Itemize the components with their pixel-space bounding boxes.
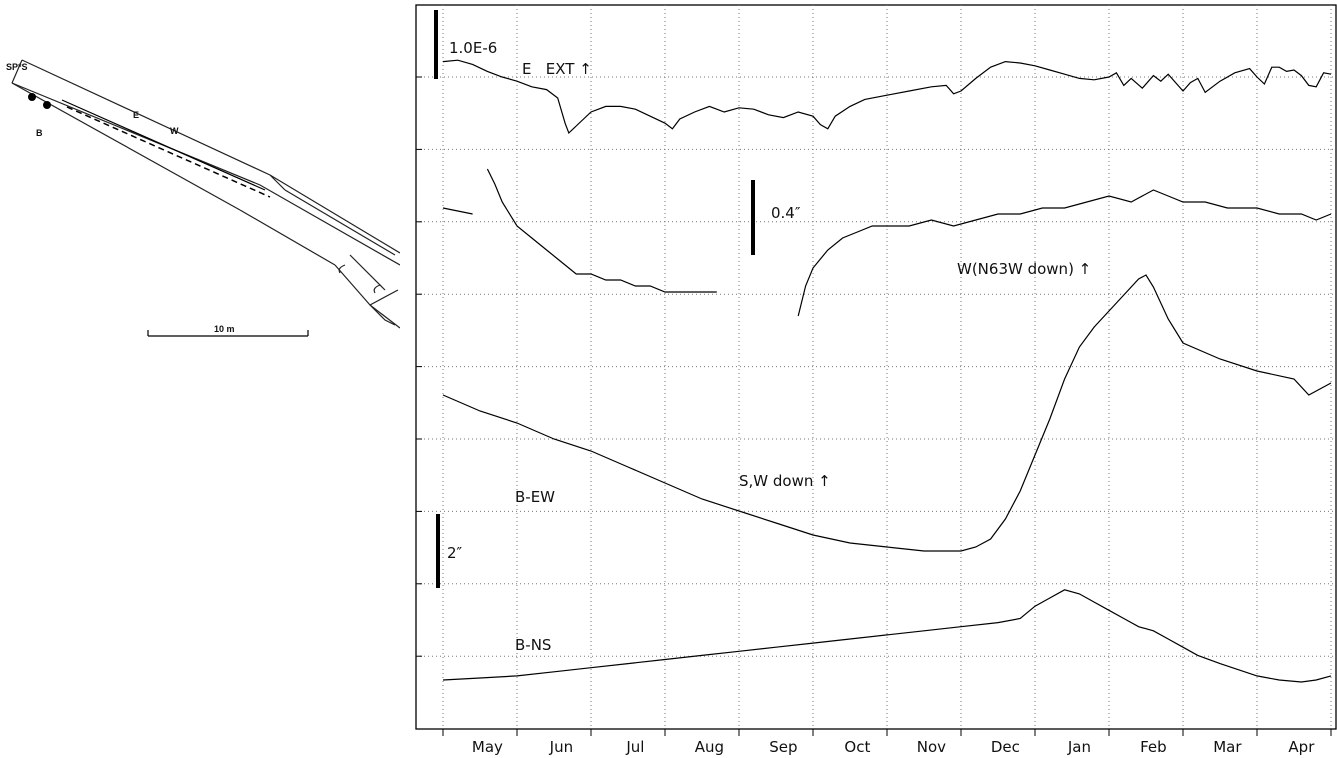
annotation-s-w-down: S,W down ↑	[739, 472, 831, 490]
series-label-b-ns: B-NS	[515, 636, 551, 654]
series-e-line	[442, 59, 1332, 135]
label-sps: SP*S	[6, 62, 28, 72]
label-w: W	[170, 126, 179, 136]
scale-bar-label: 10 m	[214, 324, 235, 334]
series-w-n63w-down-segment-2	[486, 168, 717, 293]
site-map-diagram: SP*S B E W 10 m	[6, 59, 400, 337]
series-w-n63w-down-segment-1	[442, 207, 473, 215]
scale-bar-e-label: 1.0E-6	[449, 39, 497, 57]
scale-bar	[147, 330, 309, 337]
time-series-chart: May Jun Jul Aug Sep Oct Nov Dec Jan Feb Mar Apr 1.0…	[415, 4, 1337, 756]
x-tick-label: Apr	[1288, 738, 1315, 756]
scale-bar-e	[434, 10, 438, 79]
x-tick-label: Jan	[1067, 738, 1091, 756]
extensometer-w	[66, 106, 271, 198]
scale-bar-w-label: 0.4″	[771, 204, 801, 222]
instrument-dot-1	[28, 93, 36, 101]
scale-bar-w	[751, 180, 755, 255]
tunnel-outline	[11, 59, 400, 329]
x-tick-label: Oct	[844, 738, 870, 756]
annotation-e-ext: E EXT ↑	[522, 60, 592, 78]
x-axis-ticks	[442, 729, 1332, 736]
x-tick-label: Jul	[625, 738, 644, 756]
extensometer-e	[61, 99, 266, 191]
x-tick-label: May	[472, 738, 503, 756]
x-tick-label: Jun	[549, 738, 573, 756]
label-b: B	[36, 128, 43, 138]
series-b-ew-line	[442, 274, 1332, 552]
x-axis-labels: May Jun Jul Aug Sep Oct Nov Dec Jan Feb Mar Apr	[472, 738, 1315, 756]
x-tick-label: Feb	[1140, 738, 1167, 756]
scale-bar-b-label: 2″	[447, 544, 463, 562]
instrument-dot-2	[43, 101, 51, 109]
x-tick-label: Mar	[1213, 738, 1242, 756]
grid-lines	[416, 5, 1336, 729]
label-e: E	[133, 110, 139, 120]
series-b-ns-line	[442, 589, 1332, 683]
scale-bar-b	[436, 514, 440, 588]
x-tick-label: Aug	[695, 738, 724, 756]
series-label-b-ew: B-EW	[515, 488, 555, 506]
series-layer	[442, 59, 1332, 683]
x-tick-label: Dec	[991, 738, 1020, 756]
series-w-n63w-down-segment-3	[797, 189, 1332, 317]
x-tick-label: Nov	[917, 738, 946, 756]
annotation-w-n63w: W(N63W down) ↑	[957, 260, 1091, 278]
x-tick-label: Sep	[769, 738, 797, 756]
